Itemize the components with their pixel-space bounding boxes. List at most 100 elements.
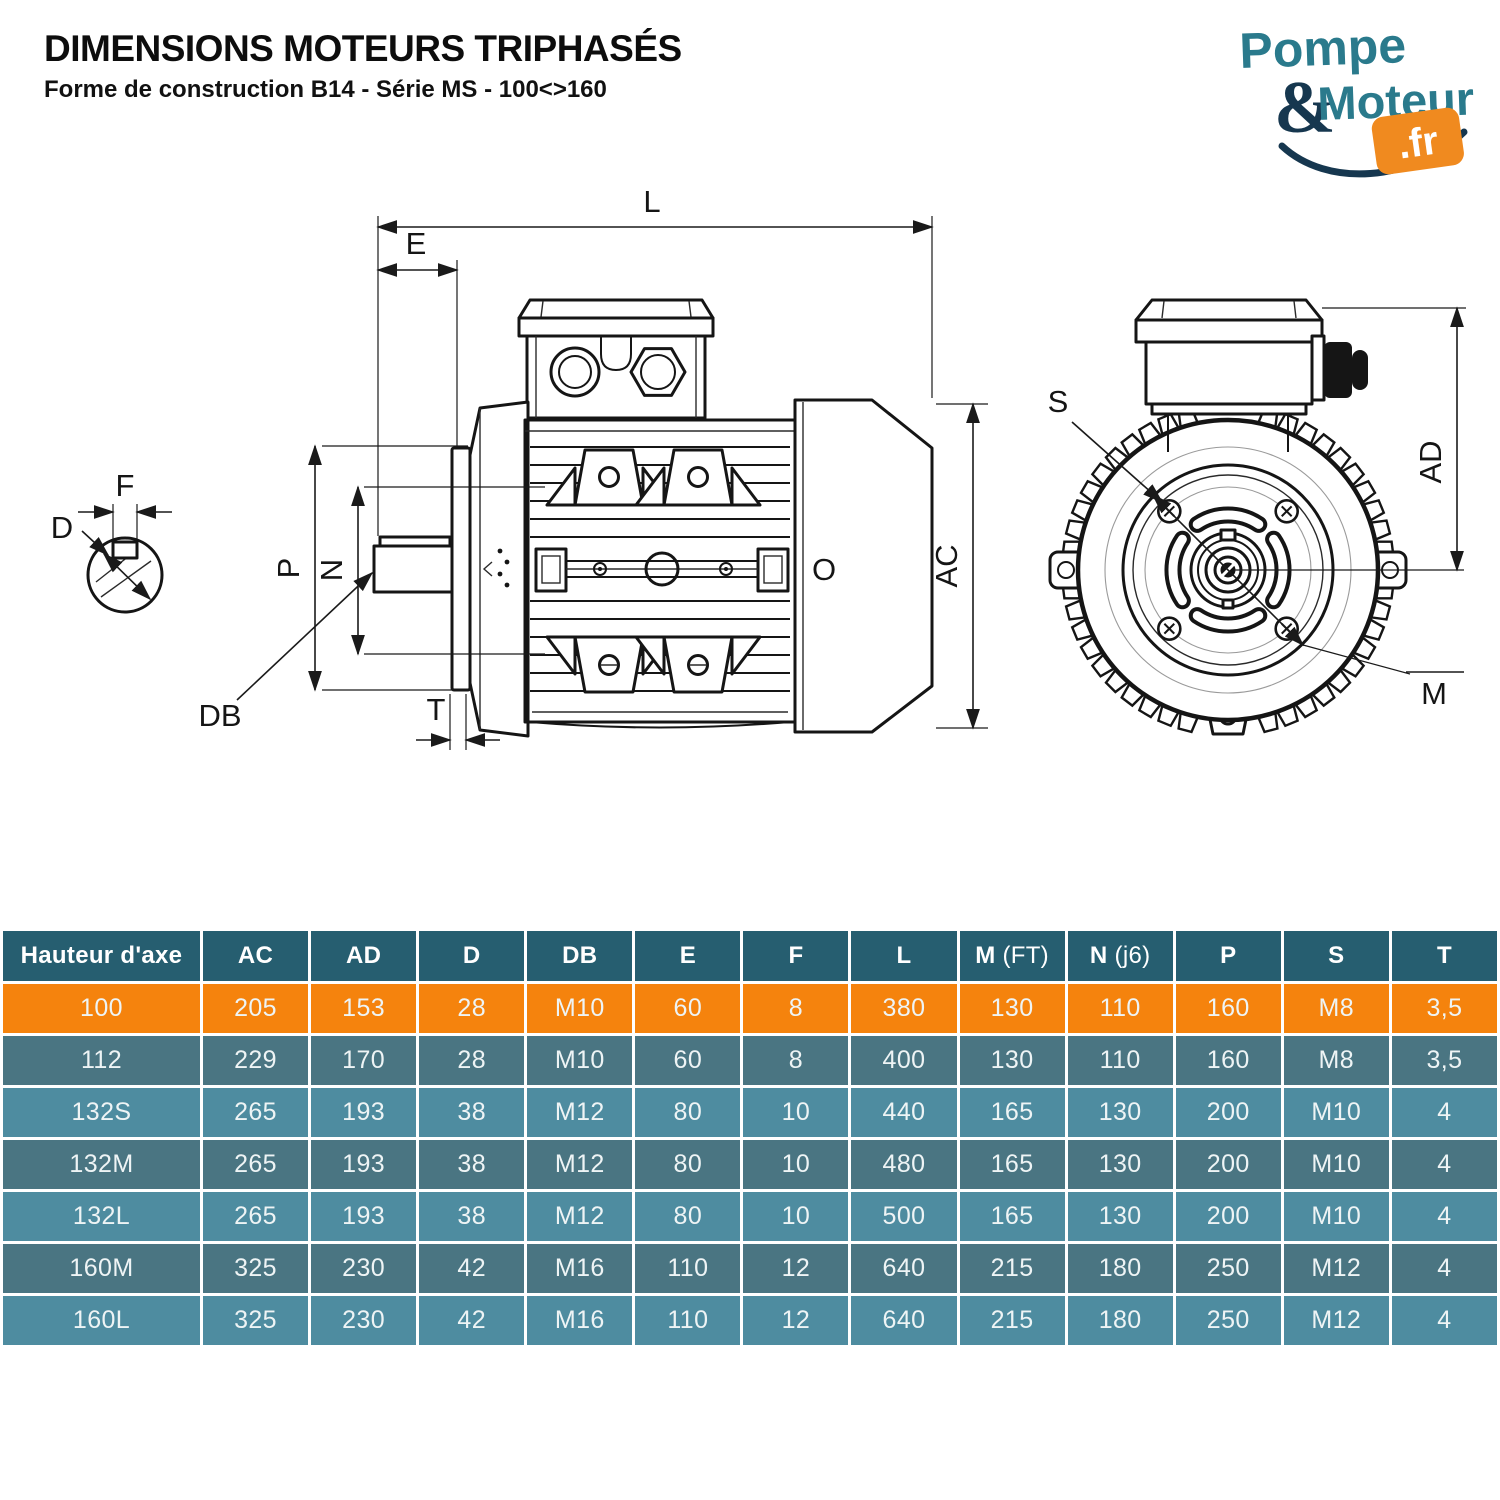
dim-label-E: E [406, 226, 427, 261]
table-cell: 229 [203, 1036, 309, 1085]
table-row: 112 229 170 28 M10 60 8 400 130 110 160 M8 3,5 [3, 1036, 1497, 1085]
dim-label-AD: AD [1413, 440, 1448, 483]
table-body: 100 205 153 28 M10 60 8 380 130 110 160 M8 3,5 112 229… [3, 984, 1497, 1345]
row-label: 132S [3, 1088, 200, 1137]
table-cell: 440 [851, 1088, 957, 1137]
table-cell: 110 [635, 1244, 741, 1293]
table-cell: 12 [743, 1244, 849, 1293]
table-cell: 10 [743, 1088, 849, 1137]
table-cell: M12 [527, 1088, 633, 1137]
table-cell: 200 [1175, 1088, 1281, 1137]
table-cell: M10 [1283, 1140, 1389, 1189]
table-cell: 230 [311, 1244, 417, 1293]
logo-ampersand: & [1274, 67, 1336, 149]
column-header: L [851, 931, 957, 981]
table-cell: 165 [959, 1088, 1065, 1137]
table-cell: 28 [419, 1036, 525, 1085]
table-cell: 4 [1391, 1140, 1497, 1189]
table-cell: 170 [311, 1036, 417, 1085]
row-label: 112 [3, 1036, 200, 1085]
row-label: 100 [3, 984, 200, 1033]
table-cell: 230 [311, 1296, 417, 1345]
table-cell: 640 [851, 1244, 957, 1293]
table-row: 100 205 153 28 M10 60 8 380 130 110 160 M8 3,5 [3, 984, 1497, 1033]
front-view: S M AD [1048, 298, 1466, 736]
table-row: 160L 325 230 42 M16 110 12 640 215 180 250 M12 4 [3, 1296, 1497, 1345]
column-header: F [743, 931, 849, 981]
table-header-row: Hauteur d'axe AC AD D DB E F L M (FT) N (j6) P S T [3, 931, 1497, 981]
column-header: E [635, 931, 741, 981]
dim-label-O: O [812, 552, 836, 587]
table-cell: 200 [1175, 1192, 1281, 1241]
table-row: 132S 265 193 38 M12 80 10 440 165 130 200 M10 4 [3, 1088, 1497, 1137]
fan-cover: O [793, 398, 934, 734]
table-cell: M8 [1283, 1036, 1389, 1085]
column-header: D [419, 931, 525, 981]
table-cell: 4 [1391, 1088, 1497, 1137]
page-title: DIMENSIONS MOTEURS TRIPHASÉS [44, 28, 682, 69]
column-header: S [1283, 931, 1389, 981]
dim-label-S: S [1048, 384, 1069, 419]
table-cell: 4 [1391, 1192, 1497, 1241]
table-cell: 110 [635, 1296, 741, 1345]
flange-and-shaft [372, 400, 530, 738]
column-header: AD [311, 931, 417, 981]
table-cell: M10 [527, 984, 633, 1033]
brand-logo: Pompe & Moteur .fr [1238, 17, 1475, 178]
row-label: 160L [3, 1296, 200, 1345]
row-label: 132M [3, 1140, 200, 1189]
table-cell: M12 [527, 1140, 633, 1189]
table-cell: 130 [1067, 1088, 1173, 1137]
column-header: AC [203, 931, 309, 981]
table-cell: 193 [311, 1192, 417, 1241]
dim-label-L: L [643, 184, 660, 219]
table-cell: M8 [1283, 984, 1389, 1033]
table-cell: 193 [311, 1140, 417, 1189]
dim-label-M: M [1421, 676, 1447, 711]
table-cell: 215 [959, 1244, 1065, 1293]
table-cell: 8 [743, 984, 849, 1033]
terminal-box-side [517, 298, 715, 420]
table-cell: 3,5 [1391, 1036, 1497, 1085]
table-cell: 8 [743, 1036, 849, 1085]
table-cell: 265 [203, 1088, 309, 1137]
table-cell: 38 [419, 1192, 525, 1241]
table-cell: 400 [851, 1036, 957, 1085]
column-header: T [1391, 931, 1497, 981]
column-header: DB [527, 931, 633, 981]
side-view: L E [198, 184, 988, 750]
table-cell: 325 [203, 1296, 309, 1345]
table-cell: 3,5 [1391, 984, 1497, 1033]
cable-gland [1324, 342, 1352, 398]
logo-tld: .fr [1395, 118, 1441, 167]
table-cell: M16 [527, 1296, 633, 1345]
dim-label-T: T [427, 692, 446, 727]
table-cell: M10 [1283, 1192, 1389, 1241]
table-cell: 200 [1175, 1140, 1281, 1189]
table-cell: 10 [743, 1192, 849, 1241]
table-cell: 180 [1067, 1296, 1173, 1345]
table-cell: M10 [527, 1036, 633, 1085]
table-cell: 250 [1175, 1296, 1281, 1345]
table-cell: M12 [527, 1192, 633, 1241]
column-header: P [1175, 931, 1281, 981]
logo-fr-badge [1371, 107, 1464, 175]
table-cell: M12 [1283, 1244, 1389, 1293]
table-cell: 160 [1175, 984, 1281, 1033]
dim-label-AC: AC [929, 544, 964, 587]
terminal-box-front [1134, 298, 1368, 452]
table-cell: 130 [959, 984, 1065, 1033]
table-cell: 80 [635, 1088, 741, 1137]
table-cell: 160 [1175, 1036, 1281, 1085]
table-cell: 60 [635, 984, 741, 1033]
dimensions-table: Hauteur d'axe AC AD D DB E F L M (FT) N (j6) P S T 1… [0, 928, 1500, 1348]
table-cell: 325 [203, 1244, 309, 1293]
table-cell: 193 [311, 1088, 417, 1137]
table-cell: 28 [419, 984, 525, 1033]
table-cell: 250 [1175, 1244, 1281, 1293]
row-label: 132L [3, 1192, 200, 1241]
top-lugs [545, 448, 762, 507]
table-cell: 42 [419, 1296, 525, 1345]
column-header: M (FT) [959, 931, 1065, 981]
table-row: 160M 325 230 42 M16 110 12 640 215 180 250 M12 4 [3, 1244, 1497, 1293]
